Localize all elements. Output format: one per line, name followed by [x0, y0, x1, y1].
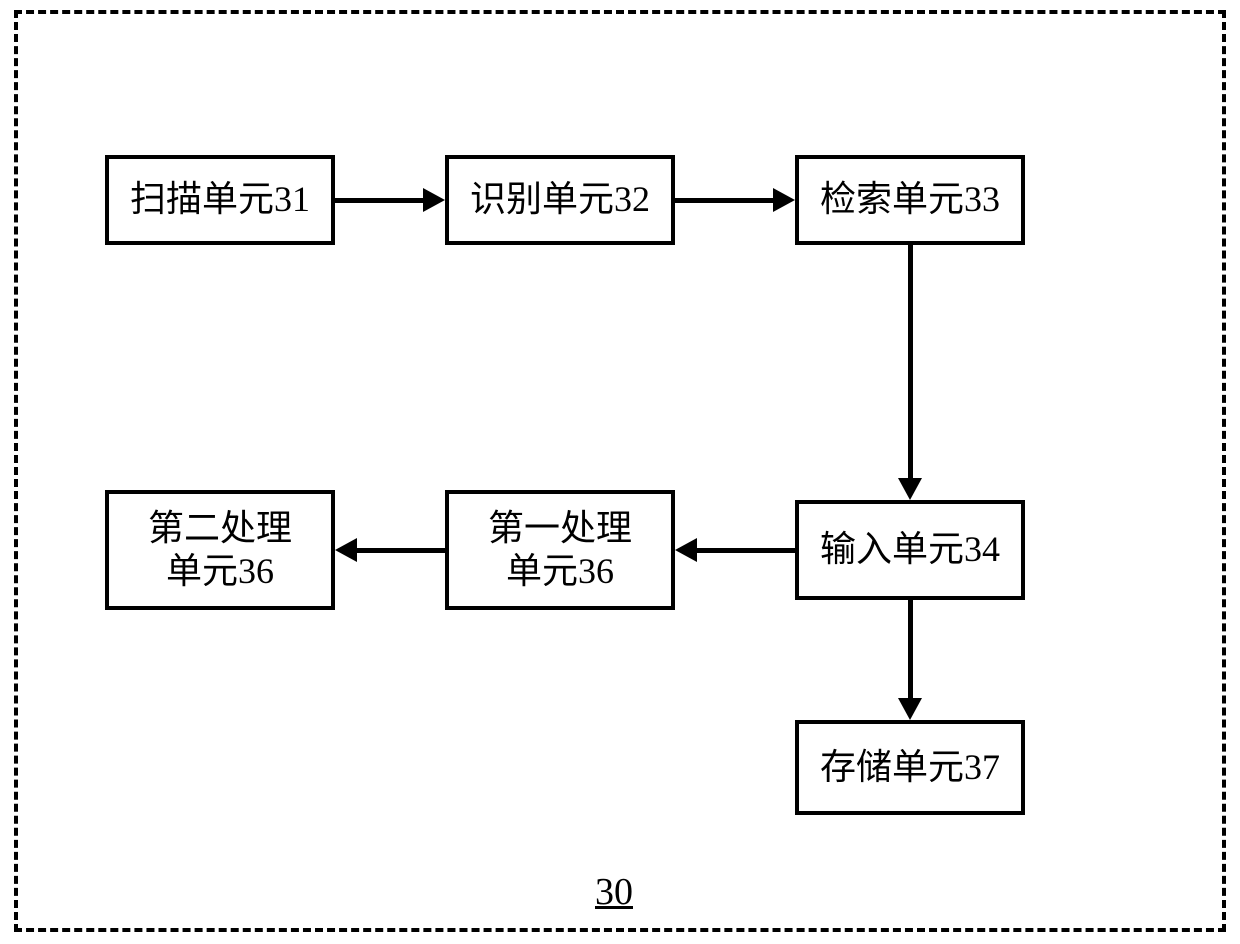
node-second-process-unit-36: 第二处理 单元36 — [105, 490, 335, 610]
node-scan-unit-31: 扫描单元31 — [105, 155, 335, 245]
edge-32-33-line — [675, 198, 775, 203]
node-label: 检索单元33 — [820, 178, 1000, 221]
edge-34-35-head — [675, 538, 697, 562]
edge-32-33-head — [773, 188, 795, 212]
edge-31-32-head — [423, 188, 445, 212]
figure-number-text: 30 — [595, 871, 633, 913]
diagram-frame — [14, 10, 1226, 932]
node-label: 扫描单元31 — [130, 178, 310, 221]
edge-35-36-line — [355, 548, 445, 553]
node-label: 存储单元37 — [820, 746, 1000, 789]
node-label-line2: 单元36 — [166, 550, 274, 593]
edge-34-35-line — [695, 548, 795, 553]
edge-34-37-line — [908, 600, 913, 700]
node-storage-unit-37: 存储单元37 — [795, 720, 1025, 815]
edge-34-37-head — [898, 698, 922, 720]
node-recognize-unit-32: 识别单元32 — [445, 155, 675, 245]
node-retrieve-unit-33: 检索单元33 — [795, 155, 1025, 245]
node-label: 输入单元34 — [820, 528, 1000, 571]
edge-35-36-head — [335, 538, 357, 562]
node-label-line1: 第一处理 — [488, 507, 632, 550]
node-first-process-unit-35: 第一处理 单元36 — [445, 490, 675, 610]
edge-33-34-line — [908, 245, 913, 480]
node-label: 识别单元32 — [470, 178, 650, 221]
figure-number-label: 30 — [595, 870, 633, 914]
edge-31-32-line — [335, 198, 425, 203]
edge-33-34-head — [898, 478, 922, 500]
node-input-unit-34: 输入单元34 — [795, 500, 1025, 600]
node-label-line1: 第二处理 — [148, 507, 292, 550]
node-label-line2: 单元36 — [506, 550, 614, 593]
